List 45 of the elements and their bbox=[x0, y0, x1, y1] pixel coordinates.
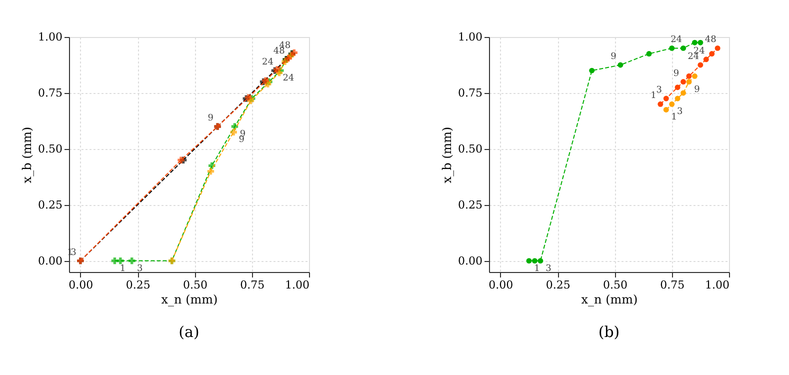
annotation: 48 bbox=[273, 46, 286, 56]
y-tick-label: 0.50 bbox=[458, 142, 482, 156]
x-tick-label: 0.25 bbox=[126, 278, 150, 292]
x-axis-title: x_n (mm) bbox=[161, 292, 218, 306]
x-tick-label: 0.75 bbox=[240, 278, 265, 292]
x-tick-label: 0.00 bbox=[68, 278, 94, 292]
text: (a) bbox=[178, 323, 200, 341]
annotation: 48 bbox=[704, 35, 717, 46]
y-tick-label: 1.00 bbox=[458, 30, 482, 44]
annotation: 9 bbox=[238, 135, 245, 146]
y-tick-label: 0.50 bbox=[38, 142, 62, 156]
x-tick-label: 0.00 bbox=[488, 278, 514, 292]
annotation: 24 bbox=[262, 58, 274, 68]
y-axis-title: x_b (mm) bbox=[20, 126, 34, 184]
x-tick-label: 0.50 bbox=[602, 278, 628, 292]
annotation: 9 bbox=[673, 68, 680, 79]
y-tick-label: 0.75 bbox=[38, 86, 62, 100]
annotation: 9 bbox=[610, 52, 617, 62]
x-tick-label: 0.50 bbox=[182, 278, 208, 292]
y-tick-label: 0.25 bbox=[458, 198, 482, 212]
annotation: 9 bbox=[208, 114, 214, 124]
y-tick-label: 0.00 bbox=[38, 254, 62, 268]
annotation: 1 bbox=[671, 112, 678, 123]
annotation: 9 bbox=[694, 84, 700, 95]
x-tick-label: 1.00 bbox=[705, 278, 730, 292]
annotation: 24 bbox=[282, 74, 294, 84]
annotation: 1 bbox=[650, 91, 656, 102]
x-tick-label: 0.25 bbox=[546, 278, 570, 292]
annotation: 3 bbox=[546, 264, 552, 274]
annotation: 24 bbox=[688, 52, 700, 62]
annotation: 24 bbox=[670, 35, 682, 46]
annotation: 3 bbox=[136, 264, 143, 274]
text: (b) bbox=[598, 323, 620, 341]
y-tick-label: 0.25 bbox=[38, 198, 62, 212]
x-tick-label: 0.75 bbox=[660, 278, 685, 292]
y-axis-title: x_b (mm) bbox=[440, 126, 454, 184]
annotation: 3 bbox=[656, 86, 662, 96]
annotation: 3 bbox=[676, 107, 683, 118]
x-tick-label: 1.00 bbox=[285, 278, 310, 292]
annotation: 1 bbox=[120, 264, 126, 274]
x-axis-title: x_n (mm) bbox=[581, 292, 638, 306]
annotation: 1 bbox=[534, 264, 540, 274]
y-tick-label: 0.75 bbox=[458, 86, 482, 100]
y-tick-label: 1.00 bbox=[38, 30, 62, 44]
y-tick-label: 0.00 bbox=[458, 254, 482, 268]
